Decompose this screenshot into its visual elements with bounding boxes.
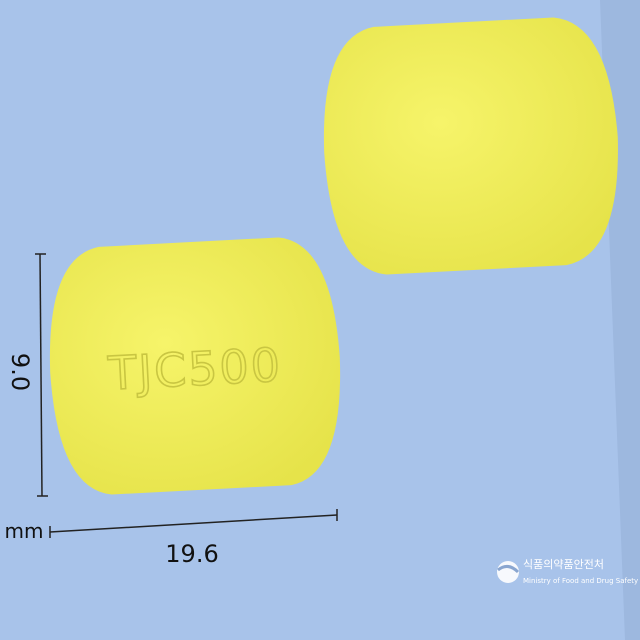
pill-shape — [323, 17, 618, 275]
pill-back — [323, 17, 618, 275]
logo-name-en: Ministry of Food and Drug Safety — [523, 577, 638, 585]
height-bar — [39, 253, 43, 497]
pill-front: TJC500 — [49, 237, 341, 495]
unit-label: mm — [5, 519, 44, 543]
length-label: 19.6 — [165, 540, 218, 568]
height-label: 9.0 — [6, 353, 34, 391]
logo-mark — [497, 561, 519, 583]
imprint: TJC500 — [106, 337, 283, 400]
logo-name-ko: 식품의약품안전처 — [523, 557, 604, 571]
logo-swirl — [497, 565, 520, 574]
length-bar — [49, 514, 338, 533]
pill-shape — [49, 237, 341, 495]
scale-bars — [35, 253, 338, 538]
logo: 식품의약품안전처 Ministry of Food and Drug Safet… — [497, 557, 638, 585]
